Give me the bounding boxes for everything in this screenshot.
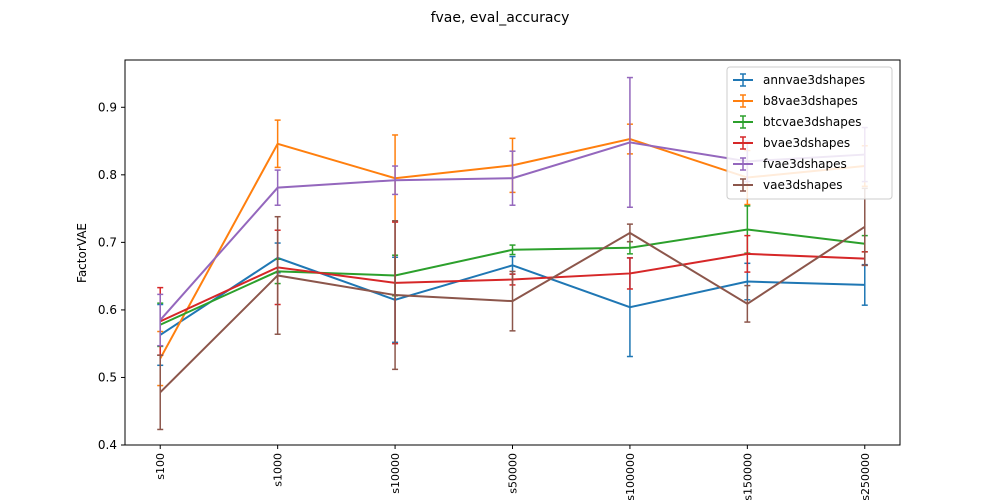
series-vae3dshapes — [157, 187, 868, 431]
y-tick-label: 0.7 — [98, 235, 117, 249]
y-tick-label: 0.6 — [98, 303, 117, 317]
legend-entry: bvae3dshapes — [733, 136, 850, 150]
legend-entry: fvae3dshapes — [733, 157, 847, 171]
legend: annvae3dshapes b8vae3dshapes btcvae3dshape… — [726, 66, 893, 200]
legend-label: bvae3dshapes — [763, 136, 850, 150]
legend-label: annvae3dshapes — [763, 73, 865, 87]
x-tick-label: s150000 — [741, 453, 754, 500]
legend-entry: annvae3dshapes — [733, 73, 865, 87]
y-tick-label: 0.8 — [98, 168, 117, 182]
x-tick-label: s1000 — [272, 453, 285, 487]
legend-entry: b8vae3dshapes — [733, 94, 858, 108]
x-tick-label: s250000 — [859, 453, 872, 500]
y-tick-label: 0.4 — [98, 438, 117, 452]
legend-entry: btcvae3dshapes — [733, 115, 861, 129]
legend-label: vae3dshapes — [763, 178, 843, 192]
chart-title: fvae, eval_accuracy — [431, 10, 570, 26]
x-tick-label: s50000 — [507, 453, 520, 494]
x-tick-label: s100 — [154, 453, 167, 480]
x-tick-label: s100000 — [624, 453, 637, 500]
legend-box — [726, 66, 893, 200]
legend-entry: vae3dshapes — [733, 178, 843, 192]
legend-label: btcvae3dshapes — [763, 115, 861, 129]
y-tick-label: 0.9 — [98, 100, 117, 114]
x-tick-label: s10000 — [389, 453, 402, 494]
series-line — [159, 225, 866, 394]
y-axis-label: FactorVAE — [75, 223, 89, 283]
y-tick-label: 0.5 — [98, 370, 117, 384]
legend-label: fvae3dshapes — [763, 157, 847, 171]
legend-label: b8vae3dshapes — [763, 94, 858, 108]
